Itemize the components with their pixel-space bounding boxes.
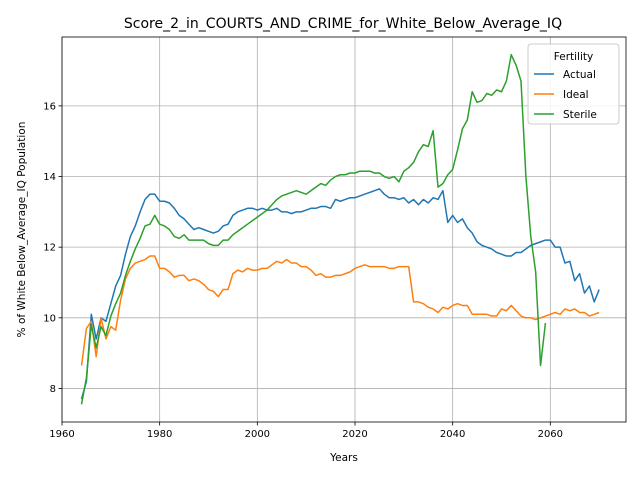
x-tick-label: 2040 (440, 429, 465, 440)
legend-box (527, 43, 620, 125)
x-axis: 1960 1980 2000 2020 2040 2060 (49, 422, 563, 440)
x-tick-label: 1980 (147, 429, 172, 440)
legend: Fertility Actual Ideal Sterile (527, 43, 620, 125)
series-line-ideal (80, 255, 600, 366)
plot-frame (61, 36, 627, 423)
x-tick-label: 2060 (538, 429, 563, 440)
legend-title: Fertility (554, 51, 593, 63)
y-tick-label: 12 (43, 243, 56, 254)
y-tick-label: 8 (50, 384, 56, 395)
x-tick-label: 2020 (342, 429, 367, 440)
y-tick-label: 14 (43, 172, 56, 183)
series-line-actual (80, 188, 600, 400)
series-line-sterile (80, 53, 547, 405)
x-tick-label: 2000 (245, 429, 270, 440)
x-tick-label: 1960 (49, 429, 74, 440)
legend-label-actual: Actual (563, 69, 596, 81)
series-layer (80, 53, 600, 405)
legend-label-ideal: Ideal (563, 89, 589, 101)
y-tick-label: 16 (43, 101, 56, 112)
chart-title: Score_2_in_COURTS_AND_CRIME_for_White_Be… (124, 16, 562, 32)
y-tick-label: 10 (43, 313, 56, 324)
x-axis-label: Years (329, 452, 358, 464)
y-axis: 8 10 12 14 16 (43, 101, 62, 395)
y-axis-label: % of White Below_Average_IQ Population (16, 122, 28, 338)
legend-label-sterile: Sterile (563, 109, 597, 121)
